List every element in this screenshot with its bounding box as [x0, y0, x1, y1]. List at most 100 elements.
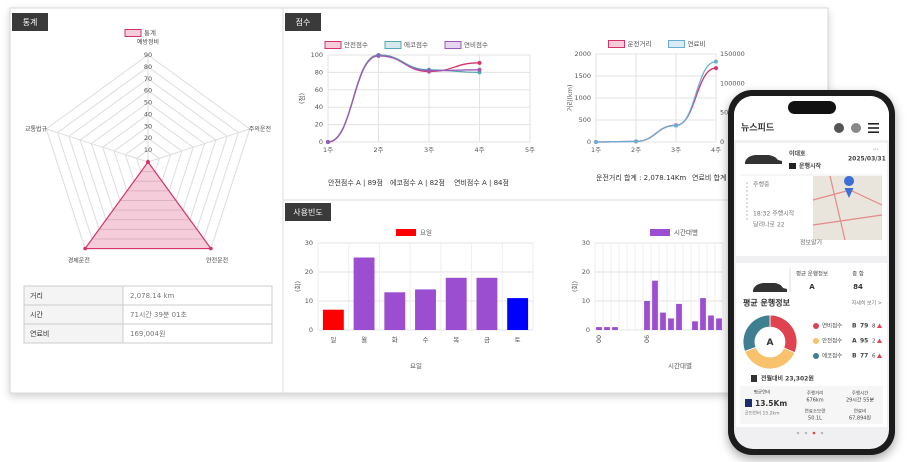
- legend-label: 안전점수: [344, 40, 368, 49]
- y-tick-label: 20: [315, 121, 323, 129]
- legend-label: 에코점수: [822, 352, 842, 360]
- y-tick-label: 30: [582, 239, 590, 247]
- grid-ring: [90, 101, 206, 211]
- phone: 뉴스피드 이대호 운행시작 2025/03/31 ... 주행중 18:32 주…: [728, 90, 895, 455]
- panel-title: 점수: [296, 17, 311, 27]
- page-dots: [796, 431, 824, 435]
- y-tick-label: 60: [315, 86, 323, 94]
- y-tick-label: 1000: [574, 94, 591, 102]
- app-title: 뉴스피드: [741, 122, 775, 134]
- grade-label: 평균 운행정보: [796, 270, 828, 278]
- x-tick-label: 수: [423, 336, 429, 344]
- y-tick-label: 10: [305, 297, 313, 305]
- table-value: 169,004원: [130, 329, 165, 338]
- axis-label: 안전운전: [206, 257, 228, 265]
- point: [477, 60, 482, 65]
- bar: [604, 327, 610, 330]
- total: 84: [853, 283, 863, 291]
- status-icon: [789, 163, 796, 169]
- date: 2025/03/31: [848, 156, 886, 163]
- donut-center: A: [767, 338, 774, 348]
- grid-ring: [56, 66, 240, 240]
- axis-label: 교통법규: [25, 125, 48, 133]
- bar: [692, 321, 698, 330]
- legend-change: 6: [872, 354, 876, 360]
- legend-swatch: [608, 40, 625, 48]
- bar: [384, 292, 406, 330]
- legend-label: 안전점수: [822, 337, 842, 345]
- y-axis-label: (회): [294, 281, 302, 292]
- table-key: 연료비: [30, 329, 49, 338]
- legend-label: 통계: [144, 28, 156, 37]
- table-value: 71시간 39분 01초: [130, 310, 187, 319]
- help-icon[interactable]: [851, 123, 861, 133]
- more[interactable]: ...: [873, 145, 879, 152]
- button[interactable]: 정보알기: [800, 239, 822, 247]
- x-tick-label: 금: [484, 336, 490, 344]
- legend-value: 77: [860, 353, 868, 360]
- x-tick-label: 3주: [671, 146, 681, 154]
- y-tick-label: 20: [582, 268, 590, 276]
- x-tick-label: 일: [330, 335, 336, 344]
- y-axis-label: (회): [571, 281, 579, 292]
- y-axis-label: 거리(km): [565, 84, 574, 111]
- legend-swatch: [650, 229, 670, 236]
- bar: [353, 257, 375, 330]
- y-tick-label: 30: [305, 239, 313, 247]
- panel-header: [12, 13, 48, 31]
- bar: [507, 298, 529, 330]
- grade: A: [809, 283, 815, 291]
- panel-header: [285, 13, 321, 31]
- point: [376, 53, 381, 58]
- panel-title: 통계: [23, 17, 38, 27]
- x-tick-label: 2주: [631, 146, 641, 154]
- line: [327, 55, 480, 143]
- bar: [700, 298, 706, 330]
- detail-link[interactable]: 자세히 보기 >: [852, 300, 882, 307]
- y-tick-label: 0: [319, 138, 323, 146]
- legend-value: 95: [860, 338, 868, 345]
- x-tick-label: 2주: [373, 146, 383, 154]
- stats-box: [740, 386, 883, 424]
- legend-grade: B: [852, 323, 857, 330]
- summary: 연비점수 A | 84점: [454, 178, 509, 187]
- legend-label: 에코점수: [404, 40, 428, 49]
- point: [714, 59, 718, 64]
- menu-icon[interactable]: [868, 123, 879, 133]
- charts: 0102030405060708090예방정비주의운전안전운전경제운전교통법규통…: [25, 28, 745, 370]
- bar: [612, 327, 618, 330]
- x-tick-label: 월: [361, 335, 367, 344]
- legend-swatch: [396, 229, 416, 236]
- bar: [322, 309, 344, 330]
- legend-grade: B: [852, 353, 857, 360]
- axis-label: 경제운전: [68, 257, 90, 265]
- summary: 연료비 합계: [692, 173, 726, 182]
- y-tick-label: 80: [315, 68, 323, 76]
- point: [326, 140, 330, 144]
- grid-ring: [113, 125, 183, 192]
- grid-ring: [136, 149, 160, 173]
- radar-point: [146, 160, 150, 164]
- fuel-icon: [751, 375, 757, 382]
- point: [427, 68, 431, 73]
- bar: [445, 277, 467, 330]
- stat-label: 연료비: [854, 408, 866, 415]
- point: [634, 139, 638, 144]
- grid-ring: [79, 90, 217, 221]
- spoke: [46, 128, 149, 163]
- radar-point: [209, 246, 213, 251]
- spoke: [147, 128, 250, 163]
- status: 운행시작: [799, 162, 822, 170]
- stat-label: 공인연비 15.2km: [745, 410, 780, 417]
- legend-dot: [813, 353, 819, 359]
- compare: 전월대비 23,302원: [761, 375, 814, 383]
- app-bar: [734, 96, 889, 140]
- x-tick-label: 1주: [323, 146, 333, 154]
- legend-swatch: [124, 29, 142, 37]
- axis-label: 주의운전: [249, 125, 271, 133]
- icon[interactable]: [834, 123, 844, 133]
- y-tick-label: 100: [311, 51, 323, 59]
- y-tick-label: 0: [587, 138, 591, 146]
